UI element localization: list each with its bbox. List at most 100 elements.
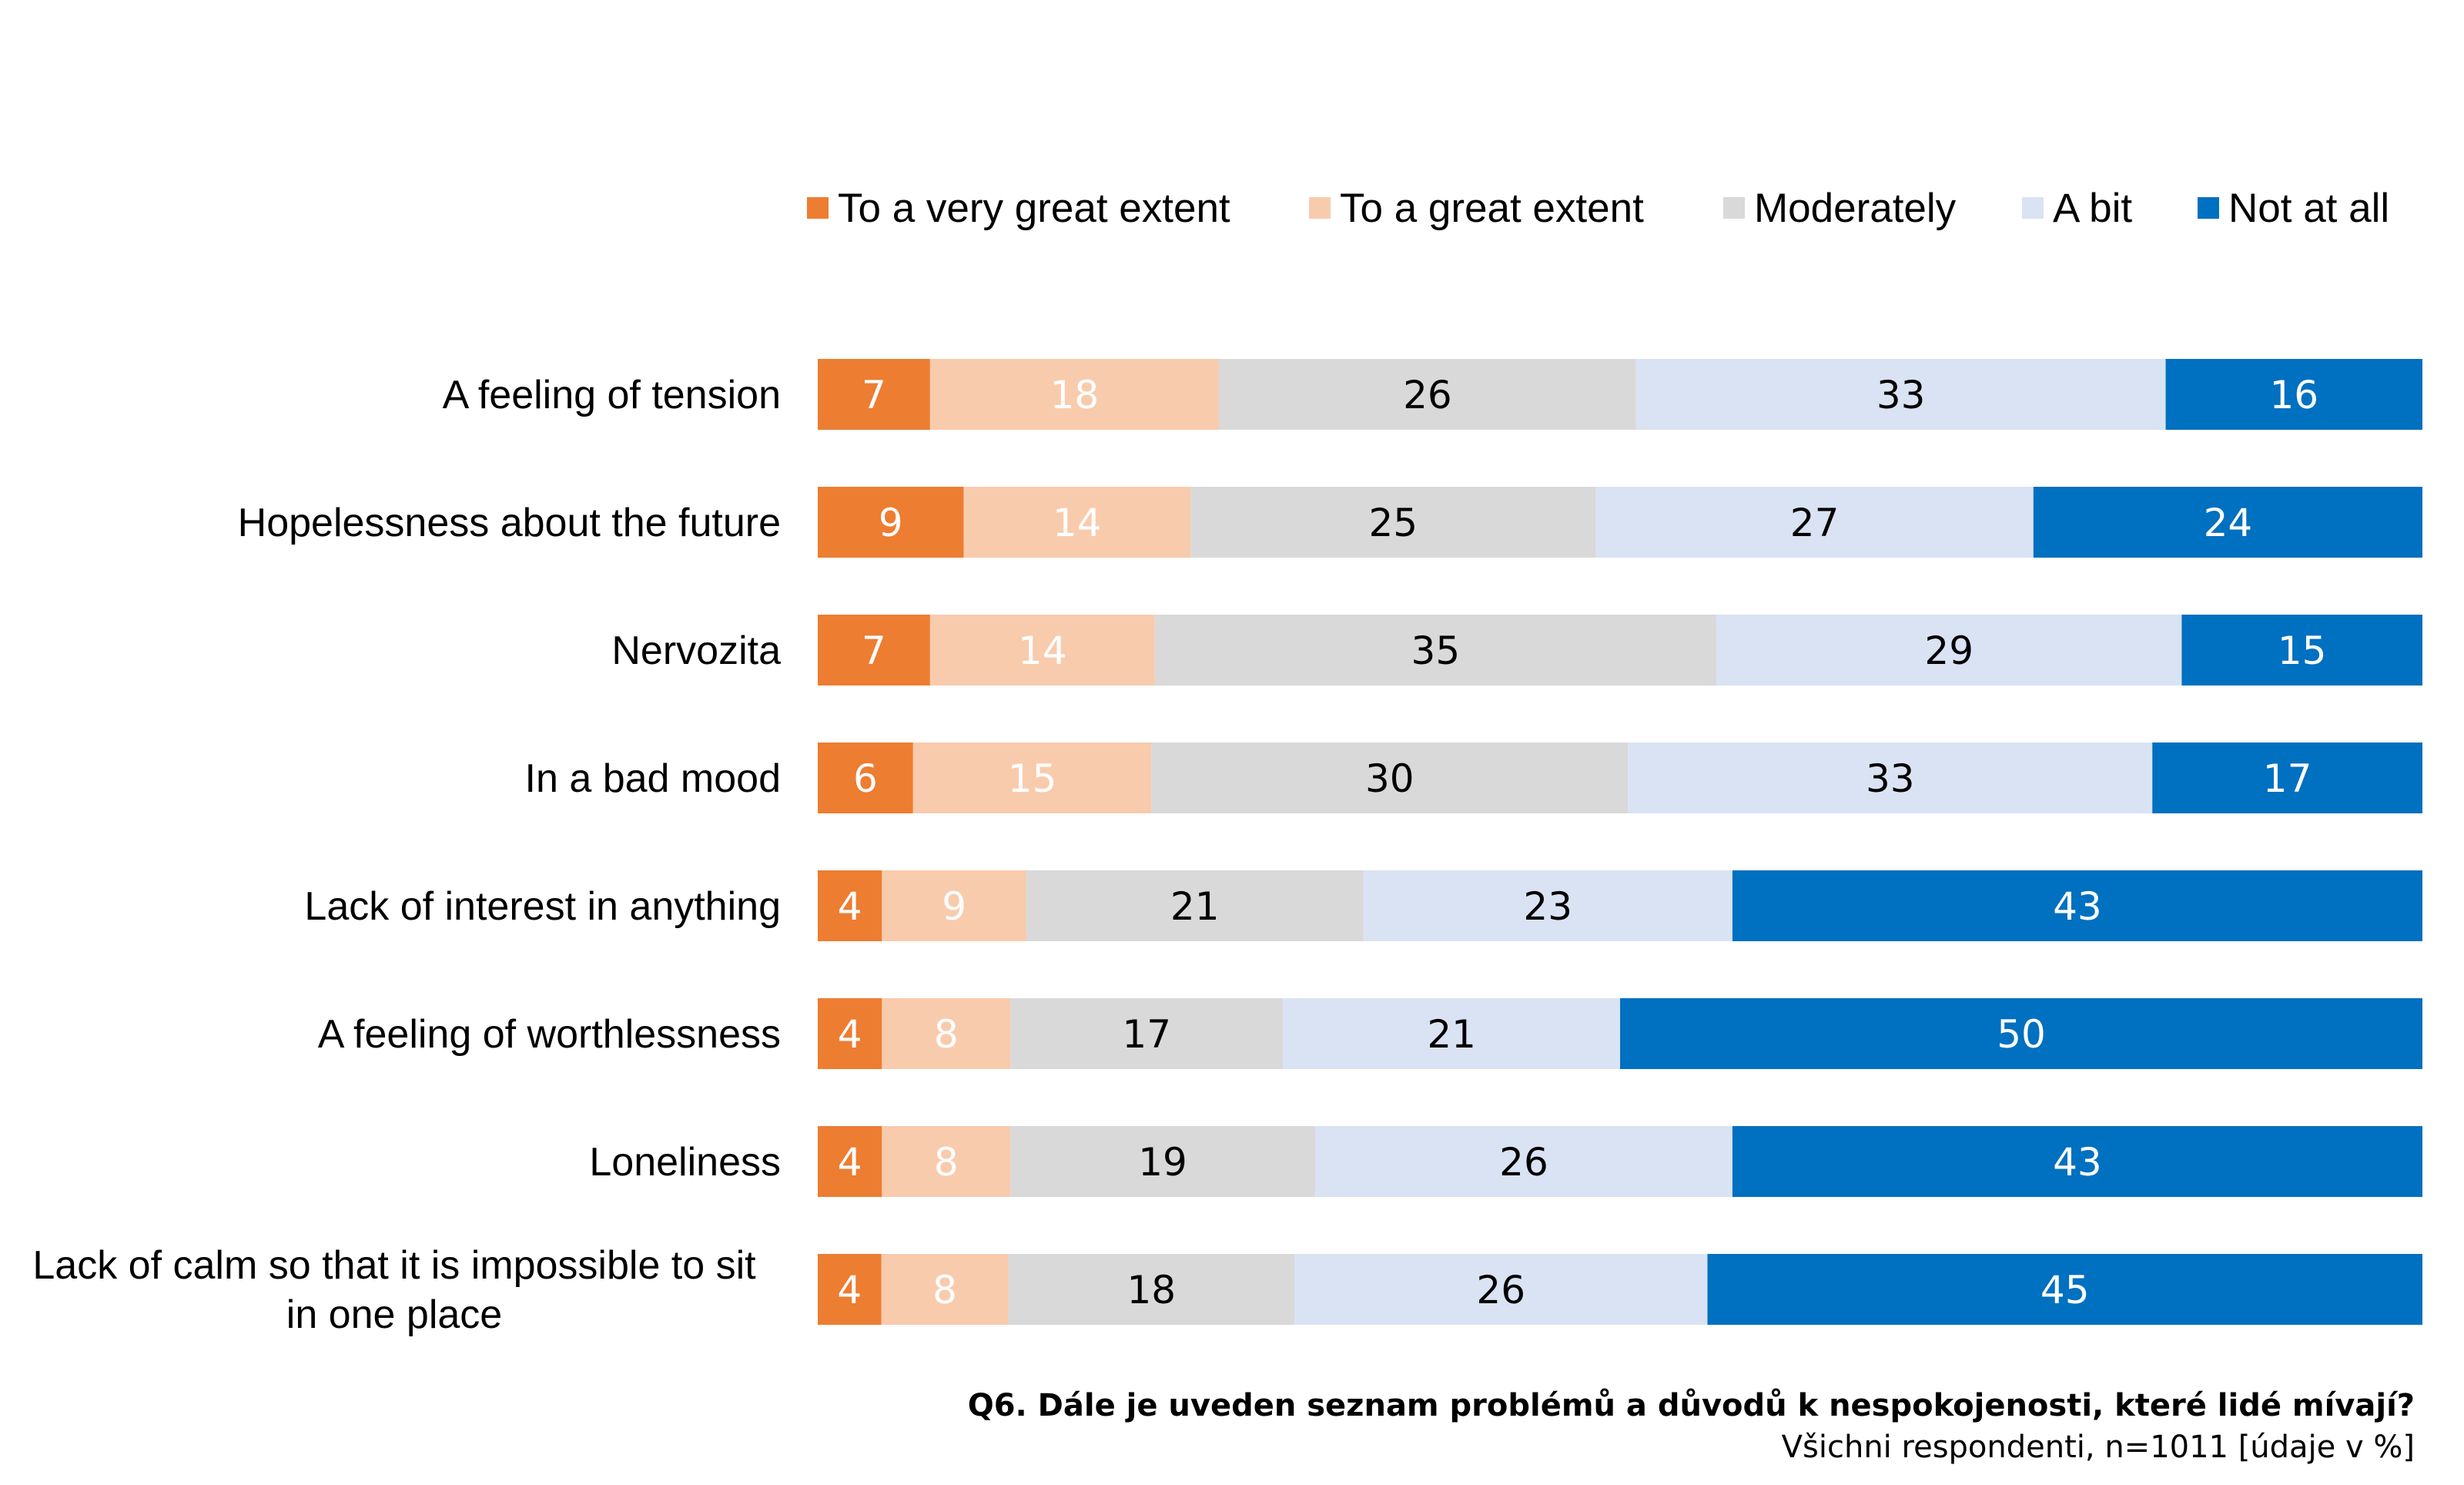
legend-label: To a very great extent <box>838 186 1230 231</box>
category-label: Loneliness <box>589 1140 781 1185</box>
bar-segment <box>912 742 1152 813</box>
bar-segment <box>818 615 930 686</box>
data-label: 24 <box>2204 501 2253 545</box>
data-label: 17 <box>1122 1012 1171 1057</box>
bar-segment <box>929 359 1219 430</box>
data-label: 8 <box>932 1268 957 1312</box>
bar-segment <box>1154 615 1717 686</box>
bar-segment <box>818 1254 882 1325</box>
bar-segment <box>963 487 1191 558</box>
data-label: 4 <box>838 1012 862 1057</box>
data-label: 14 <box>1053 501 1102 545</box>
data-label: 16 <box>2269 373 2318 417</box>
bar-segment <box>1219 359 1636 430</box>
legend-label: A bit <box>2053 186 2132 231</box>
legend-swatch <box>1723 197 1745 219</box>
footnote-subtitle: Všichni respondenti, n=1011 [údaje v %] <box>1782 1430 2415 1465</box>
data-label: 7 <box>862 373 886 417</box>
category-label: in one place <box>286 1292 502 1337</box>
data-label: 4 <box>838 1140 862 1185</box>
category-label: In a bad mood <box>525 756 781 801</box>
bar-segment <box>818 870 882 941</box>
bar-segment <box>1635 359 2166 430</box>
bar-segment <box>2152 742 2422 813</box>
bar-segment <box>1732 870 2422 941</box>
data-label: 8 <box>934 1140 959 1185</box>
bar-segment <box>1315 1126 1732 1197</box>
legend-swatch <box>807 197 829 219</box>
data-label: 25 <box>1368 501 1418 545</box>
category-label: A feeling of tension <box>443 373 781 417</box>
bar-segment <box>1190 487 1596 558</box>
bar-segment <box>1732 1126 2422 1197</box>
data-label: 18 <box>1127 1268 1176 1312</box>
bar-segment <box>1620 998 2422 1069</box>
data-label: 21 <box>1170 884 1220 929</box>
bar-segment <box>1716 615 2182 686</box>
category-label: Hopelessness about the future <box>238 501 781 545</box>
bar-segment <box>818 359 930 430</box>
legend-swatch <box>2022 197 2044 219</box>
bar-segment <box>818 487 964 558</box>
data-label: 4 <box>837 1268 862 1312</box>
data-label: 15 <box>2278 629 2327 673</box>
data-label: 33 <box>1876 373 1926 417</box>
data-label: 7 <box>862 629 886 673</box>
data-label: 26 <box>1499 1140 1548 1185</box>
bar-segment <box>1010 998 1284 1069</box>
bar-segment <box>881 1254 1009 1325</box>
data-label: 14 <box>1018 629 1067 673</box>
category-label: Nervozita <box>611 629 781 673</box>
data-label: 6 <box>853 756 878 801</box>
data-label: 43 <box>2053 884 2102 929</box>
legend-swatch <box>2198 197 2219 219</box>
bar-segment <box>818 1126 882 1197</box>
bar-segment <box>882 998 1011 1069</box>
category-label: A feeling of worthlessness <box>318 1012 781 1057</box>
data-label: 8 <box>934 1012 959 1057</box>
bar-segment <box>1026 870 1364 941</box>
bar-segment <box>1010 1126 1316 1197</box>
data-label: 26 <box>1476 1268 1525 1312</box>
bar-segment <box>1628 742 2153 813</box>
data-label: 9 <box>942 884 966 929</box>
bar-segment <box>2181 615 2422 686</box>
bar-segment <box>1363 870 1732 941</box>
data-label: 50 <box>1997 1012 2046 1057</box>
category-label: Lack of calm so that it is impossible to… <box>32 1243 756 1288</box>
category-labels: A feeling of tension Hopelessness about t… <box>32 373 781 1337</box>
bars: 7 18 26 33 16 9 14 25 27 24 7 14 35 29 15 6 15 30 33 17 4 9 21… <box>818 359 2422 1325</box>
data-label: 27 <box>1790 501 1840 545</box>
data-label: 9 <box>879 501 903 545</box>
data-label: 17 <box>2263 756 2312 801</box>
bar-segment <box>882 1126 1011 1197</box>
data-label: 21 <box>1427 1012 1476 1057</box>
bar-segment <box>818 742 913 813</box>
bar-segment <box>818 998 882 1069</box>
legend-label: To a great extent <box>1340 186 1644 231</box>
bar-segment <box>1294 1254 1708 1325</box>
footnote-title: Q6. Dále je uveden seznam problémů a dův… <box>968 1387 2415 1423</box>
data-label: 45 <box>2040 1268 2090 1312</box>
data-label: 4 <box>838 884 862 929</box>
bar-segment <box>929 615 1155 686</box>
data-label: 29 <box>1924 629 1974 673</box>
data-label: 19 <box>1138 1140 1187 1185</box>
data-label: 15 <box>1008 756 1057 801</box>
data-label: 33 <box>1866 756 1915 801</box>
data-label: 26 <box>1403 373 1452 417</box>
bar-segment <box>1151 742 1629 813</box>
bar-segment <box>882 870 1026 941</box>
category-label: Lack of interest in anything <box>304 884 781 929</box>
legend-label: Not at all <box>2228 186 2389 231</box>
bar-segment <box>1283 998 1620 1069</box>
data-label: 43 <box>2053 1140 2102 1185</box>
bar-segment <box>2033 487 2422 558</box>
data-label: 23 <box>1523 884 1572 929</box>
data-label: 30 <box>1365 756 1414 801</box>
legend-swatch <box>1309 197 1331 219</box>
bar-segment <box>1595 487 2034 558</box>
legend: To a very great extent To a great extent M… <box>807 186 2389 231</box>
bar-segment <box>1008 1254 1295 1325</box>
data-label: 18 <box>1050 373 1100 417</box>
